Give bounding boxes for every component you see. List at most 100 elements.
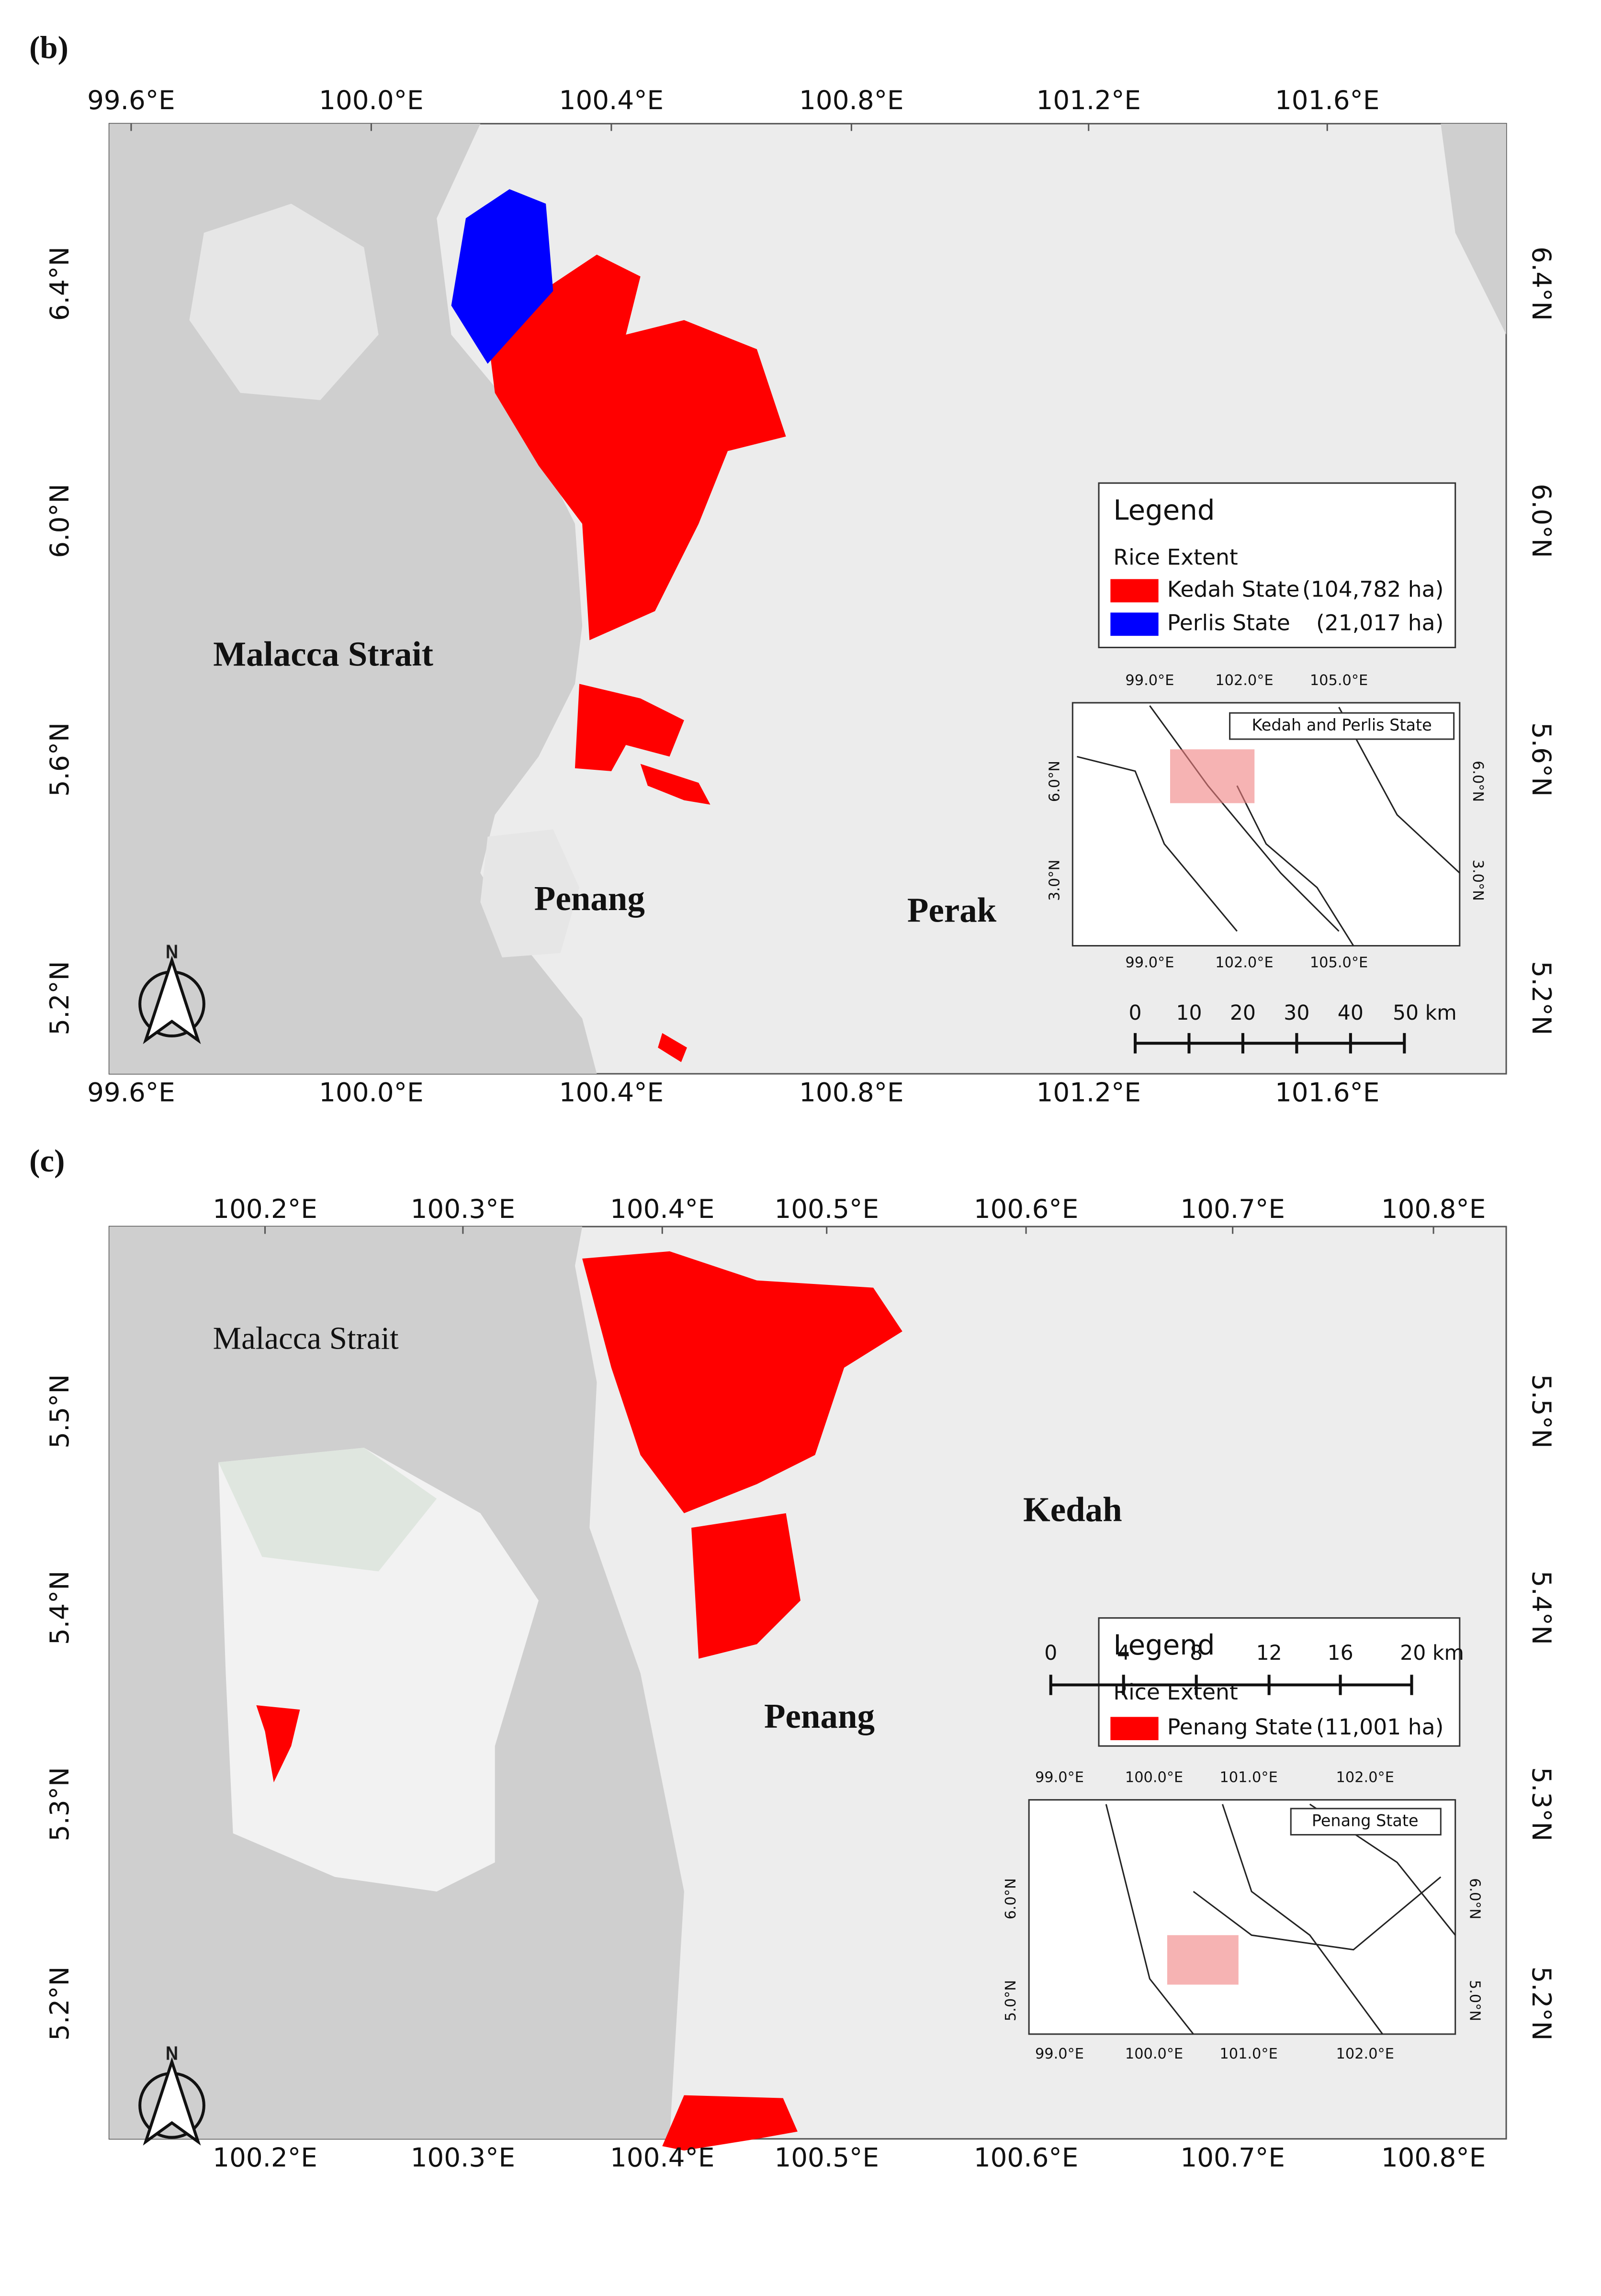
y-tick-label: 5.6°N bbox=[1526, 722, 1557, 797]
scale-label: 20 km bbox=[1400, 1642, 1464, 1665]
island bbox=[480, 829, 580, 957]
map-c bbox=[108, 1226, 1507, 2151]
forest bbox=[218, 1448, 437, 1572]
y-tick-label: 5.6°N bbox=[44, 722, 75, 797]
y-tick-label: 5.2°N bbox=[44, 961, 75, 1035]
inset-title: Kedah and Perlis State bbox=[1252, 716, 1432, 734]
y-tick-label: 5.3°N bbox=[44, 1767, 75, 1841]
y-tick-label: 5.2°N bbox=[1526, 1966, 1557, 2040]
inset-extent bbox=[1167, 1935, 1239, 1985]
legend-subtitle: Rice Extent bbox=[1113, 1679, 1238, 1705]
rice-area bbox=[487, 254, 786, 641]
y-tick-label: 5.4°N bbox=[44, 1571, 75, 1645]
y-tick-label: 6.4°N bbox=[1526, 247, 1557, 321]
north-label: N bbox=[165, 2043, 178, 2064]
rice-area bbox=[575, 684, 684, 771]
legend-area: (21,017 ha) bbox=[1316, 610, 1443, 635]
legend-title: Legend bbox=[1113, 494, 1215, 526]
inset-y-tick: 6.0°N bbox=[1003, 1878, 1019, 1919]
x-tick-label: 101.2°E bbox=[1037, 1077, 1141, 1108]
x-tick-label: 100.0°E bbox=[319, 1077, 423, 1108]
x-tick-label: 101.6°E bbox=[1275, 1077, 1379, 1108]
inset-y-tick: 6.0°N bbox=[1466, 1878, 1483, 1919]
inset-x-tick: 99.0°E bbox=[1125, 672, 1174, 689]
scale-label: 4 bbox=[1117, 1642, 1130, 1665]
scale-label: 50 km bbox=[1393, 1002, 1457, 1025]
inset-x-tick: 99.0°E bbox=[1125, 955, 1174, 971]
x-tick-label: 100.2°E bbox=[213, 1193, 317, 1224]
scale-label: 0 bbox=[1128, 1002, 1141, 1025]
y-tick-label: 6.4°N bbox=[44, 247, 75, 321]
x-tick-label: 100.6°E bbox=[974, 2142, 1078, 2172]
x-tick-label: 100.8°E bbox=[799, 1077, 903, 1108]
inset-extent bbox=[1170, 749, 1255, 803]
inset-y-tick: 3.0°N bbox=[1469, 860, 1486, 901]
inset-box bbox=[1028, 1799, 1456, 2035]
x-tick-label: 100.4°E bbox=[559, 1077, 664, 1108]
scale-label: 30 bbox=[1284, 1002, 1309, 1025]
inset-title-box bbox=[1229, 712, 1455, 740]
x-tick-label: 100.3°E bbox=[411, 2142, 515, 2172]
scale-label: 8 bbox=[1190, 1642, 1203, 1665]
x-tick-label: 100.8°E bbox=[1381, 1193, 1486, 1224]
legend-swatch bbox=[1110, 1717, 1159, 1740]
legend-area: (104,782 ha) bbox=[1302, 576, 1443, 602]
inset-x-tick: 102.0°E bbox=[1336, 2046, 1394, 2062]
x-tick-label: 100.7°E bbox=[1180, 1193, 1285, 1224]
place-label: Kedah bbox=[1023, 1490, 1122, 1529]
inset-boundary bbox=[1077, 705, 1460, 946]
x-tick-label: 99.6°E bbox=[87, 85, 175, 115]
legend-name: Kedah State bbox=[1167, 576, 1300, 602]
scale-label: 16 bbox=[1328, 1642, 1353, 1665]
inset-x-tick: 102.0°E bbox=[1336, 1769, 1394, 1786]
map-b bbox=[108, 123, 1507, 1075]
y-tick-label: 5.5°N bbox=[1526, 1374, 1557, 1448]
island bbox=[189, 203, 379, 400]
x-tick-label: 100.8°E bbox=[1381, 2142, 1486, 2172]
y-tick-label: 5.5°N bbox=[44, 1374, 75, 1448]
x-tick-label: 100.6°E bbox=[974, 1193, 1078, 1224]
y-tick-label: 5.2°N bbox=[44, 1966, 75, 2040]
inset-x-tick: 105.0°E bbox=[1310, 955, 1368, 971]
legend-title: Legend bbox=[1113, 1629, 1215, 1661]
inset-x-tick: 102.0°E bbox=[1215, 672, 1273, 689]
inset-x-tick: 105.0°E bbox=[1310, 672, 1368, 689]
inset-x-tick: 99.0°E bbox=[1035, 2046, 1084, 2062]
legend-swatch bbox=[1110, 612, 1159, 636]
inset-x-tick: 102.0°E bbox=[1215, 955, 1273, 971]
north-label: N bbox=[165, 942, 178, 962]
x-tick-label: 100.5°E bbox=[774, 2142, 879, 2172]
legend-area: (11,001 ha) bbox=[1316, 1714, 1443, 1740]
y-tick-label: 5.2°N bbox=[1526, 961, 1557, 1035]
inset-x-tick: 100.0°E bbox=[1125, 1769, 1183, 1786]
rice-area bbox=[640, 764, 710, 805]
inset-box bbox=[1071, 702, 1461, 947]
inset-y-tick: 6.0°N bbox=[1469, 761, 1486, 802]
x-tick-label: 100.0°E bbox=[319, 85, 423, 115]
sea bbox=[1441, 124, 1507, 335]
rice-area bbox=[658, 1033, 687, 1062]
legend-subtitle: Rice Extent bbox=[1113, 545, 1238, 570]
inset-x-tick: 101.0°E bbox=[1219, 1769, 1277, 1786]
scale-label: 0 bbox=[1044, 1642, 1057, 1665]
legend-swatch bbox=[1110, 579, 1159, 603]
place-label: Penang bbox=[534, 879, 645, 918]
inset-y-tick: 5.0°N bbox=[1466, 1980, 1483, 2021]
legend-name: Penang State bbox=[1167, 1714, 1313, 1740]
x-tick-label: 100.4°E bbox=[610, 1193, 714, 1224]
rice-area bbox=[662, 2095, 798, 2151]
x-tick-label: 100.8°E bbox=[799, 85, 903, 115]
scale-bar bbox=[1049, 1675, 1413, 1695]
x-tick-label: 100.2°E bbox=[213, 2142, 317, 2172]
x-tick-label: 101.6°E bbox=[1275, 85, 1379, 115]
place-label: Malacca Strait bbox=[213, 634, 433, 673]
place-label: Perak bbox=[907, 890, 997, 929]
scale-label: 20 bbox=[1230, 1002, 1256, 1025]
x-tick-label: 100.7°E bbox=[1180, 2142, 1285, 2172]
inset-boundary bbox=[1105, 1803, 1456, 2035]
rice-area bbox=[582, 1251, 902, 1513]
place-label: Malacca Strait bbox=[213, 1321, 399, 1356]
north-arrow bbox=[143, 956, 201, 1045]
rice-area bbox=[256, 1705, 300, 1783]
inset-x-tick: 100.0°E bbox=[1125, 2046, 1183, 2062]
